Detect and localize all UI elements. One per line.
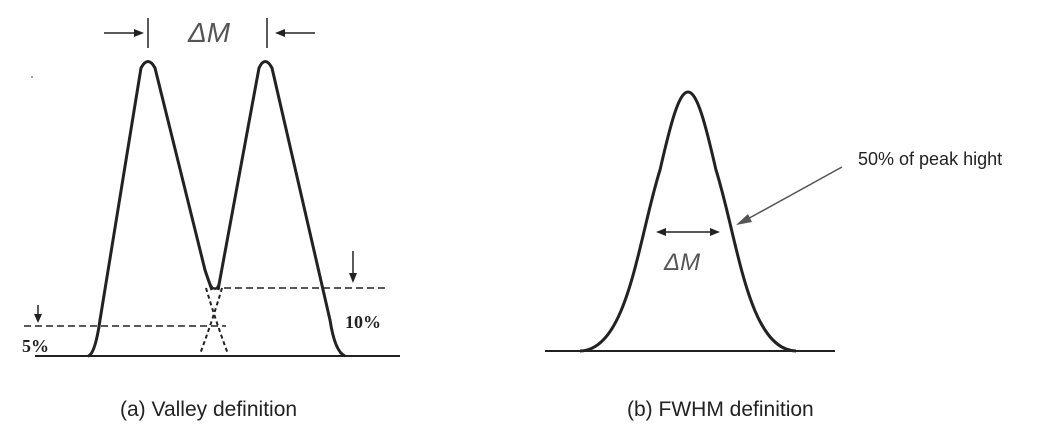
panel-a-delta-m-label: ΔM xyxy=(187,17,231,48)
panel-b-pointer-arrow-icon xyxy=(736,166,843,225)
panel-a-caption-text: Valley definition xyxy=(151,398,298,421)
panel-a-5pct-label: 5% xyxy=(22,336,49,356)
panel-a-delta-m-indicator: ΔM xyxy=(104,17,315,48)
panel-a-left-peak xyxy=(87,60,214,358)
panel-a-speck xyxy=(31,76,33,78)
panel-a-10pct-label: 10% xyxy=(345,312,381,332)
panel-a-valley-definition: ΔM 5% 10% xyxy=(22,17,400,358)
panel-a-caption: (a) Valley definition xyxy=(120,398,297,422)
panel-a-left-pointing-arrow-icon xyxy=(275,29,315,37)
panel-b-delta-m-label: ΔM xyxy=(663,249,700,276)
panel-a-right-peak xyxy=(216,60,346,358)
panel-a-10pct-down-arrow-icon xyxy=(349,251,357,283)
panel-a-valley xyxy=(203,267,223,291)
panel-a-5pct-down-arrow-icon xyxy=(34,305,42,323)
panel-b-fwhm-double-arrow-icon xyxy=(656,228,720,236)
panel-a-caption-prefix: (a) xyxy=(120,398,146,421)
panel-a-right-pointing-arrow-icon xyxy=(104,29,144,37)
panel-b-fwhm-definition: ΔM 50% of peak hight xyxy=(545,90,1002,353)
panel-b-caption-prefix: (b) xyxy=(627,398,653,421)
panel-a-left-peak-tail xyxy=(205,287,229,355)
panel-b-annotation-text: 50% of peak hight xyxy=(858,149,1002,169)
panel-b-gaussian-peak xyxy=(579,90,797,353)
panel-b-caption-text: FWHM definition xyxy=(658,398,814,421)
panel-a-right-peak-tail xyxy=(199,287,223,355)
panel-b-caption: (b) FWHM definition xyxy=(627,398,814,422)
